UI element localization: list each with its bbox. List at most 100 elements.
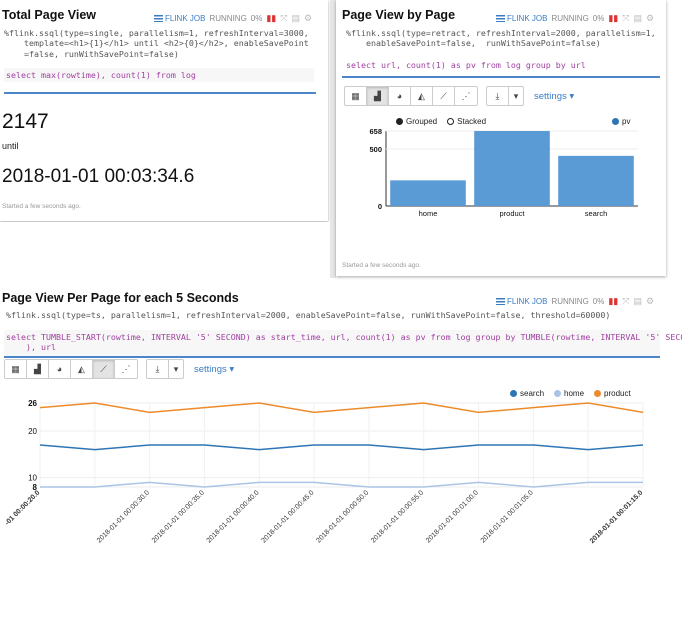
download-group: ⤓ ▾ bbox=[146, 359, 184, 379]
area-chart-button[interactable]: ◭ bbox=[71, 360, 93, 378]
y-tick-label: 10 bbox=[28, 474, 37, 483]
job-progress: 0% bbox=[250, 14, 263, 23]
stop-icon[interactable]: ▮▮ bbox=[266, 13, 277, 23]
sql-query[interactable]: select max(rowtime), count(1) from log bbox=[6, 70, 196, 80]
query-line: select TUMBLE_START(rowtime, INTERVAL '5… bbox=[6, 332, 682, 342]
x-tick-label: -01 00:00:20.0 bbox=[4, 489, 41, 526]
code-line: enableSavePoint=false, runWithSavePoint=… bbox=[346, 38, 601, 49]
started-meta: Started a few seconds ago. bbox=[2, 203, 81, 210]
legend-swatch bbox=[554, 390, 562, 397]
grouped-option[interactable]: Grouped bbox=[396, 117, 437, 126]
gear-icon[interactable]: ⚙ bbox=[645, 296, 655, 306]
caret-down-icon[interactable]: ▾ bbox=[173, 363, 179, 374]
query-line-area bbox=[4, 330, 660, 356]
y-tick-label: 8 bbox=[33, 483, 38, 492]
gear-icon[interactable]: ⚙ bbox=[645, 13, 655, 23]
paragraph-code[interactable]: %flink.ssql(type=ts, parallelism=1, refr… bbox=[6, 310, 611, 320]
panel-title: Total Page View bbox=[2, 8, 97, 22]
bar-chart-button[interactable]: ▟ bbox=[27, 360, 49, 378]
book-icon[interactable]: ▤ bbox=[291, 13, 300, 23]
x-tick-label: 2018-01-01 00:00:30.0 bbox=[96, 489, 151, 544]
line-legend: search home product bbox=[510, 389, 631, 398]
legend-item-search[interactable]: search bbox=[510, 389, 544, 398]
series-line-home bbox=[40, 481, 643, 488]
series-line-search bbox=[39, 444, 644, 451]
x-tick-label: 2018-01-01 00:00:35.0 bbox=[151, 489, 206, 544]
panel-background bbox=[330, 0, 336, 278]
line-chart: 810 20 26 -01 00:00:20.0 2018-01-01 00:00:30… bbox=[4, 399, 645, 545]
bar-chart: 0 500 658 home product search bbox=[369, 127, 638, 218]
area-chart-button[interactable]: ◭ bbox=[411, 87, 433, 105]
book-icon[interactable]: ▤ bbox=[633, 296, 642, 306]
legend-item-product[interactable]: product bbox=[594, 389, 631, 398]
y-tick-label: 0 bbox=[378, 202, 382, 211]
expand-icon[interactable]: ⤧ bbox=[622, 296, 630, 306]
sql-query[interactable]: select url, count(1) as pv from log grou… bbox=[346, 60, 586, 70]
bar-legend: pv bbox=[612, 117, 630, 126]
gear-icon[interactable]: ⚙ bbox=[303, 13, 313, 23]
paragraph-code[interactable]: %flink.ssql(type=single, parallelism=1, … bbox=[4, 28, 309, 59]
code-line: %flink.ssql(type=single, parallelism=1, … bbox=[4, 28, 309, 38]
stacked-option[interactable]: Stacked bbox=[447, 117, 486, 126]
settings-dropdown[interactable]: settings ▾ bbox=[534, 90, 575, 102]
total-value: 2147 bbox=[2, 110, 49, 133]
page-view-per-5s-panel: Page View Per Page for each 5 Seconds FL… bbox=[0, 286, 682, 556]
caret-down-icon[interactable]: ▾ bbox=[513, 90, 519, 101]
query-line-area bbox=[4, 68, 314, 82]
job-icon bbox=[154, 15, 163, 22]
x-tick-label: 2018-01-01 00:00:40.0 bbox=[206, 489, 261, 544]
flink-job-link[interactable]: FLINK JOB bbox=[496, 14, 547, 23]
job-icon bbox=[496, 15, 505, 22]
visualization-toolbar: ▦ ▟ ◕ ◭ ⟋ ⋰ ⤓ ▾ settings ▾ bbox=[344, 86, 574, 106]
code-line: %flink.ssql(type=retract, refreshInterva… bbox=[346, 28, 656, 38]
x-tick-label: 2018-01-01 00:01:05.0 bbox=[480, 489, 535, 544]
visualization-toolbar: ▦ ▟ ◕ ◭ ⟋ ⋰ ⤓ ▾ settings ▾ bbox=[4, 359, 234, 379]
stop-icon[interactable]: ▮▮ bbox=[608, 13, 619, 23]
line-chart-button[interactable]: ⟋ bbox=[93, 360, 115, 378]
y-tick-label: 20 bbox=[28, 427, 37, 436]
legend-item-pv[interactable]: pv bbox=[612, 117, 630, 126]
line-chart-button[interactable]: ⟋ bbox=[433, 87, 455, 105]
download-icon[interactable]: ⤓ bbox=[147, 360, 169, 378]
job-status: FLINK JOB RUNNING 0% ▮▮ ⤧ ▤ ⚙ bbox=[496, 296, 654, 307]
settings-dropdown[interactable]: settings ▾ bbox=[194, 363, 235, 375]
job-status: FLINK JOB RUNNING 0% ▮▮ ⤧ ▤ ⚙ bbox=[154, 13, 312, 24]
x-tick-label: 2018-01-01 00:00:50.0 bbox=[315, 489, 370, 544]
job-state: RUNNING bbox=[551, 14, 589, 23]
legend-item-home[interactable]: home bbox=[554, 389, 584, 398]
pie-chart-button[interactable]: ◕ bbox=[389, 87, 411, 105]
grouping-toggle: Grouped Stacked bbox=[396, 117, 486, 126]
chart-type-group: ▦ ▟ ◕ ◭ ⟋ ⋰ bbox=[344, 86, 478, 106]
query-line: ), url bbox=[6, 342, 56, 353]
table-view-button[interactable]: ▦ bbox=[5, 360, 27, 378]
x-tick-label: home bbox=[419, 209, 438, 218]
pie-chart-button[interactable]: ◕ bbox=[49, 360, 71, 378]
total-page-view-panel: Total Page View FLINK JOB RUNNING 0% ▮▮ … bbox=[0, 0, 328, 221]
scatter-chart-button[interactable]: ⋰ bbox=[461, 90, 471, 101]
expand-icon[interactable]: ⤧ bbox=[622, 13, 630, 23]
legend-swatch bbox=[510, 390, 517, 397]
x-tick-label: 2018-01-01 00:00:45.0 bbox=[260, 489, 315, 544]
stop-icon[interactable]: ▮▮ bbox=[608, 296, 619, 306]
paragraph-code[interactable]: %flink.ssql(type=retract, refreshInterva… bbox=[346, 28, 656, 49]
table-view-button[interactable]: ▦ bbox=[345, 87, 367, 105]
y-tick-label: 26 bbox=[28, 399, 37, 408]
max-timestamp: 2018-01-01 00:03:34.6 bbox=[2, 166, 195, 187]
expand-icon[interactable]: ⤧ bbox=[280, 13, 288, 23]
bar-chart-button[interactable]: ▟ bbox=[367, 87, 389, 105]
flink-job-link[interactable]: FLINK JOB bbox=[154, 14, 205, 23]
job-icon bbox=[496, 298, 505, 305]
download-icon[interactable]: ⤓ bbox=[487, 87, 509, 105]
job-progress: 0% bbox=[592, 14, 605, 23]
scatter-chart-button[interactable]: ⋰ bbox=[121, 363, 131, 374]
code-line: =false, runWithSavePoint=false) bbox=[4, 48, 179, 59]
job-status: FLINK JOB RUNNING 0% ▮▮ ⤧ ▤ ⚙ bbox=[496, 13, 654, 24]
flink-job-link[interactable]: FLINK JOB bbox=[496, 297, 547, 306]
radio-checked-icon bbox=[396, 118, 403, 125]
panel-title: Page View Per Page for each 5 Seconds bbox=[2, 291, 239, 305]
job-progress: 0% bbox=[592, 297, 605, 306]
x-tick-label: 2018-01-01 00:01:15.0 bbox=[589, 489, 645, 545]
book-icon[interactable]: ▤ bbox=[633, 13, 642, 23]
sql-query[interactable]: select TUMBLE_START(rowtime, INTERVAL '5… bbox=[6, 332, 682, 353]
x-tick-label: 2018-01-01 00:01:00.0 bbox=[425, 489, 480, 544]
